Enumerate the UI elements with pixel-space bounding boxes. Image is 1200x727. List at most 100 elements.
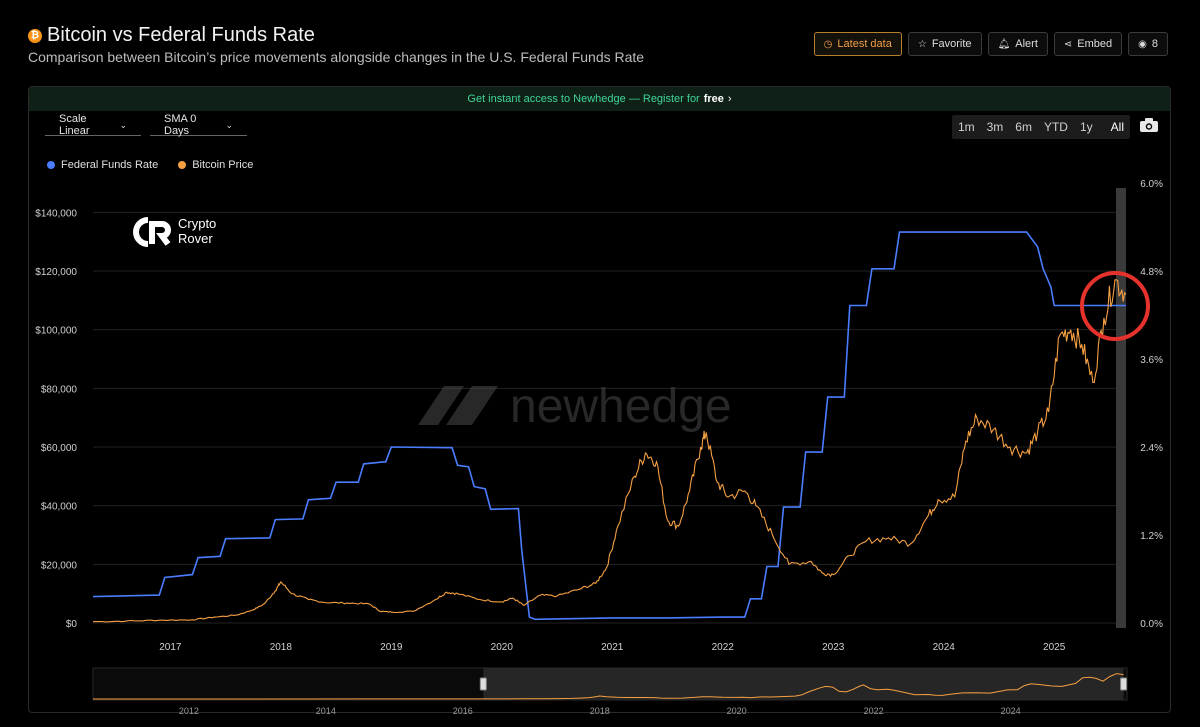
crypto-rover-logo-r xyxy=(149,221,171,246)
right-tick-label: 0.0% xyxy=(1140,619,1163,630)
navigator-tick-label: 2018 xyxy=(590,706,610,716)
latest-data-button[interactable]: ◷ Latest data xyxy=(813,32,902,56)
clock-icon: ◷ xyxy=(823,38,833,50)
favorite-button[interactable]: ☆ Favorite xyxy=(907,32,982,56)
right-tick-label: 4.8% xyxy=(1140,267,1163,278)
x-tick-label: 2022 xyxy=(712,642,735,653)
left-tick-label: $120,000 xyxy=(35,267,77,278)
crypto-rover-logo: Crypto Rover xyxy=(133,216,216,247)
x-tick-label: 2024 xyxy=(933,642,956,653)
navigator-handle-right[interactable] xyxy=(1120,677,1128,691)
chart-legend: Federal Funds Rate Bitcoin Price xyxy=(47,159,253,171)
right-tick-label: 1.2% xyxy=(1140,531,1163,542)
sma-dropdown[interactable]: SMA 0 Days ⌄ xyxy=(150,113,247,137)
x-tick-label: 2017 xyxy=(159,642,182,653)
register-banner[interactable]: Get instant access to Newhedge — Registe… xyxy=(29,87,1170,111)
x-tick-label: 2025 xyxy=(1043,642,1066,653)
series-lines xyxy=(92,231,1127,623)
favorite-label: Favorite xyxy=(931,38,972,50)
highlight-circle xyxy=(1080,271,1150,341)
navigator-window[interactable] xyxy=(483,668,1124,700)
legend-dot-fed xyxy=(47,161,55,169)
left-tick-label: $100,000 xyxy=(35,326,77,337)
left-axis-labels: $0 $20,000 $40,000 $60,000 $80,000 $100,000 $1… xyxy=(35,208,77,630)
navigator-tick-label: 2020 xyxy=(727,706,747,716)
navigator-tick-label: 2012 xyxy=(179,706,199,716)
right-tick-label: 2.4% xyxy=(1140,443,1163,454)
x-tick-label: 2021 xyxy=(601,642,624,653)
legend-item-fed[interactable]: Federal Funds Rate xyxy=(47,159,158,171)
page-title: Bitcoin vs Federal Funds Rate xyxy=(47,24,315,46)
scale-dropdown-label: Scale Linear xyxy=(59,113,90,137)
vertical-scrollbar xyxy=(1116,188,1126,628)
navigator-tick-label: 2022 xyxy=(864,706,884,716)
legend-dot-btc xyxy=(178,161,187,169)
star-icon: ☆ xyxy=(917,38,927,50)
newhedge-wordmark: newhedge xyxy=(510,380,732,433)
x-tick-label: 2020 xyxy=(491,642,514,653)
series-line-bitcoin-price[interactable] xyxy=(92,279,1127,623)
share-icon: ⋖ xyxy=(1063,38,1073,50)
scale-dropdown[interactable]: Scale Linear ⌄ xyxy=(45,113,141,137)
series-line-fed-funds-rate[interactable] xyxy=(92,231,1126,621)
navigator-tick-label: 2014 xyxy=(316,706,336,716)
newhedge-watermark: newhedge xyxy=(418,380,732,433)
banner-text: Get instant access to Newhedge — Registe… xyxy=(467,93,700,105)
alert-button[interactable]: 🔔︎ Alert xyxy=(987,32,1048,56)
right-axis-labels: 0.0% 1.2% 2.4% 3.6% 4.8% 6.0% xyxy=(1140,179,1163,630)
range-all[interactable]: All xyxy=(1110,120,1124,134)
alert-label: Alert xyxy=(1015,38,1038,50)
page-subtitle: Comparison between Bitcoin’s price movem… xyxy=(28,49,645,65)
eye-icon: ◉ xyxy=(1138,38,1147,50)
logo-line2: Rover xyxy=(178,231,213,246)
left-tick-label: $0 xyxy=(66,619,78,630)
left-tick-label: $80,000 xyxy=(41,384,78,395)
navigator-tick-label: 2024 xyxy=(1001,706,1021,716)
chart-panel: Get instant access to Newhedge — Registe… xyxy=(28,86,1171,713)
views-count: 8 xyxy=(1151,38,1158,50)
chevron-down-icon: ⌄ xyxy=(225,119,233,130)
chart-header: ₿ Bitcoin vs Federal Funds Rate Comparis… xyxy=(0,0,1200,90)
navigator-series xyxy=(92,673,1124,700)
newhedge-logo-right xyxy=(446,386,498,425)
left-tick-label: $60,000 xyxy=(41,443,78,454)
gridlines xyxy=(93,211,1126,624)
logo-line1: Crypto xyxy=(178,216,216,231)
action-bar: ◷ Latest data ☆ Favorite 🔔︎ Alert ⋖ Embe… xyxy=(813,32,1168,56)
range-ytd[interactable]: YTD xyxy=(1043,120,1068,134)
left-tick-label: $20,000 xyxy=(41,560,78,571)
latest-data-label: Latest data xyxy=(837,38,892,50)
x-tick-label: 2019 xyxy=(380,642,403,653)
banner-free: free xyxy=(703,93,724,105)
camera-icon[interactable] xyxy=(1140,118,1158,132)
legend-label-btc: Bitcoin Price xyxy=(192,159,254,171)
range-6m[interactable]: 6m xyxy=(1015,120,1032,134)
crypto-rover-logo-c xyxy=(133,217,149,247)
right-tick-label: 3.6% xyxy=(1140,355,1163,366)
navigator-handle-left[interactable] xyxy=(479,677,487,691)
title-row: ₿ Bitcoin vs Federal Funds Rate xyxy=(28,24,315,47)
legend-label-fed: Federal Funds Rate xyxy=(61,159,159,171)
range-1m[interactable]: 1m xyxy=(957,120,975,134)
views-button[interactable]: ◉ 8 xyxy=(1128,32,1168,56)
x-axis-labels: 2017 2018 2019 2020 2021 2022 2023 2024 2025 xyxy=(159,642,1066,653)
scrollbar-track[interactable] xyxy=(1116,188,1126,628)
embed-button[interactable]: ⋖ Embed xyxy=(1053,32,1123,56)
navigator: 2012 2014 2016 2018 2020 2022 2024 xyxy=(92,667,1128,716)
newhedge-logo-left xyxy=(418,386,464,425)
range-3m[interactable]: 3m xyxy=(986,120,1004,134)
bell-icon: 🔔︎ xyxy=(997,38,1011,50)
annotations xyxy=(1080,271,1150,341)
bitcoin-icon: ₿ xyxy=(28,28,42,43)
x-tick-label: 2023 xyxy=(822,642,845,653)
right-tick-label: 6.0% xyxy=(1140,179,1163,190)
navigator-tick-label: 2016 xyxy=(453,706,473,716)
x-tick-label: 2018 xyxy=(270,642,293,653)
range-selector: 1m 3m 6m YTD 1y All xyxy=(951,115,1130,139)
legend-item-btc[interactable]: Bitcoin Price xyxy=(178,159,253,171)
range-1y[interactable]: 1y xyxy=(1079,120,1093,134)
chevron-right-icon: › xyxy=(727,93,732,105)
left-tick-label: $140,000 xyxy=(35,208,77,219)
left-tick-label: $40,000 xyxy=(41,502,78,513)
